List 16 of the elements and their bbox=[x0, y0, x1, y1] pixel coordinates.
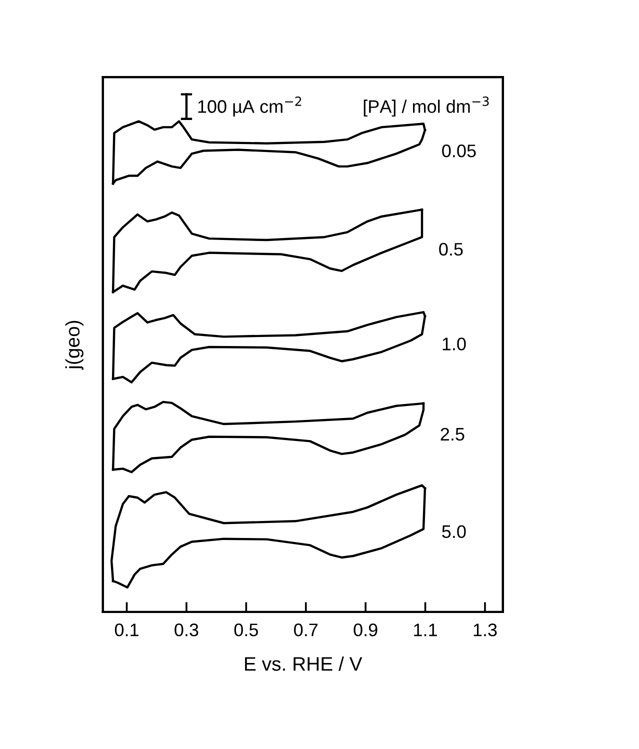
x-tick-label: 1.3 bbox=[474, 624, 497, 636]
x-tick-label: 0.5 bbox=[234, 624, 258, 636]
series-label: 1.0 bbox=[442, 338, 466, 350]
series-label: 2.5 bbox=[440, 428, 464, 441]
y-axis-title: j(geo) bbox=[65, 320, 84, 370]
x-tick-label: 0.3 bbox=[174, 624, 198, 636]
x-tick-label: 0.7 bbox=[294, 624, 318, 636]
x-axis-title: E vs. RHE / V bbox=[245, 656, 362, 671]
x-tick-label: 1.1 bbox=[414, 624, 437, 636]
text: 5.0 bbox=[442, 525, 466, 538]
x-tick-label: 0.9 bbox=[354, 624, 378, 636]
series-label: 0.05 bbox=[442, 144, 476, 158]
text: [PA] / mol dm$^{−3}$ bbox=[364, 96, 489, 117]
text: 100 µA cm$^{−2}$ bbox=[198, 96, 302, 117]
text: 0.5 bbox=[439, 242, 463, 256]
x-tick-label: 0.1 bbox=[114, 624, 138, 636]
